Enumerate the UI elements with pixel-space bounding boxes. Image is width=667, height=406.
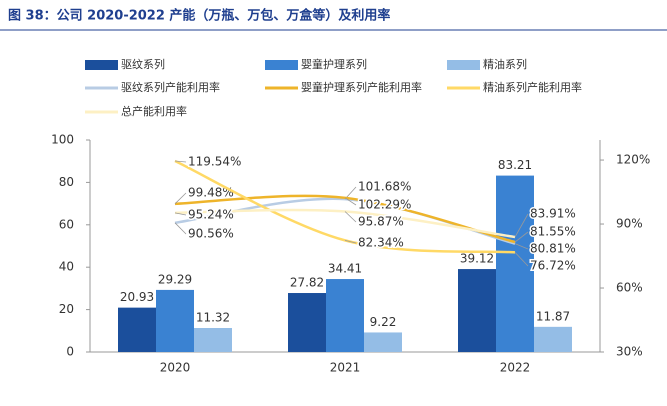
line	[174, 159, 516, 254]
y-tick-label: 60	[59, 217, 74, 231]
label-leader	[174, 212, 187, 216]
line-value-label: 82.34%	[358, 236, 404, 250]
label-leader	[344, 197, 357, 206]
line-value-label: 83.91%	[530, 207, 576, 221]
x-tick-label: 2021	[330, 361, 361, 375]
legend-swatch	[85, 60, 118, 70]
y2-tick-label: 90%	[616, 217, 643, 231]
label-leader	[344, 239, 357, 244]
bar	[326, 279, 364, 352]
bar-value-label: 11.87	[536, 309, 570, 323]
y-tick-label: 0	[66, 345, 74, 359]
y2-tick-label: 30%	[616, 345, 643, 359]
x-tick-label: 2020	[160, 361, 191, 375]
line-value-label: 81.55%	[530, 225, 576, 239]
bar-value-label: 27.82	[290, 276, 324, 290]
bar	[118, 307, 156, 352]
bar-value-label: 11.32	[196, 311, 230, 325]
bar-value-label: 20.93	[120, 290, 154, 304]
legend-label: 驱纹系列	[121, 57, 165, 71]
legend-swatch	[447, 60, 480, 70]
bar	[288, 293, 326, 352]
x-tick-label: 2022	[500, 361, 531, 375]
bar	[496, 175, 534, 352]
chart-title: 图 38：公司 2020-2022 产能（万瓶、万包、万盒等）及利用率	[8, 8, 390, 24]
line-value-label: 80.81%	[530, 242, 576, 256]
legend-swatch	[265, 60, 298, 70]
line-value-label: 101.68%	[358, 180, 411, 194]
bar	[194, 328, 232, 352]
line-value-label: 119.54%	[188, 155, 241, 169]
y-tick-label: 100	[51, 133, 74, 147]
line-value-label: 95.24%	[188, 208, 234, 222]
y-tick-label: 40	[59, 260, 74, 274]
bar-value-label: 39.12	[460, 252, 494, 266]
bar-value-label: 29.29	[158, 272, 192, 286]
legend-label: 精油系列产能利用率	[483, 80, 582, 94]
label-leader	[174, 222, 187, 235]
y2-tick-label: 60%	[616, 281, 643, 295]
bar	[458, 269, 496, 352]
legend-label: 驱纹系列产能利用率	[121, 80, 220, 94]
bar-value-label: 34.41	[328, 262, 362, 276]
label-leader	[344, 211, 357, 223]
bar-value-label: 9.22	[370, 315, 397, 329]
label-leader	[174, 192, 187, 205]
label-leader	[514, 243, 529, 250]
label-leader	[514, 231, 529, 243]
bar	[156, 289, 194, 352]
legend-label: 精油系列	[483, 57, 527, 71]
bar	[364, 332, 402, 352]
legend-label: 婴童护理系列产能利用率	[301, 80, 422, 94]
line-value-label: 102.29%	[358, 198, 411, 212]
label-leader	[514, 213, 529, 238]
line-value-label: 76.72%	[530, 259, 576, 273]
y-tick-label: 20	[59, 302, 74, 316]
label-leader	[174, 160, 187, 163]
label-leader	[514, 252, 529, 267]
line-value-label: 90.56%	[188, 227, 234, 241]
line-value-label: 99.48%	[188, 186, 234, 200]
bar-value-label: 83.21	[498, 158, 532, 172]
legend-label: 婴童护理系列	[301, 57, 367, 71]
legend-label: 总产能利用率	[121, 104, 187, 118]
line-value-label: 95.87%	[358, 215, 404, 229]
y-tick-label: 80	[59, 175, 74, 189]
bar	[534, 326, 572, 352]
y2-tick-label: 120%	[616, 153, 650, 167]
